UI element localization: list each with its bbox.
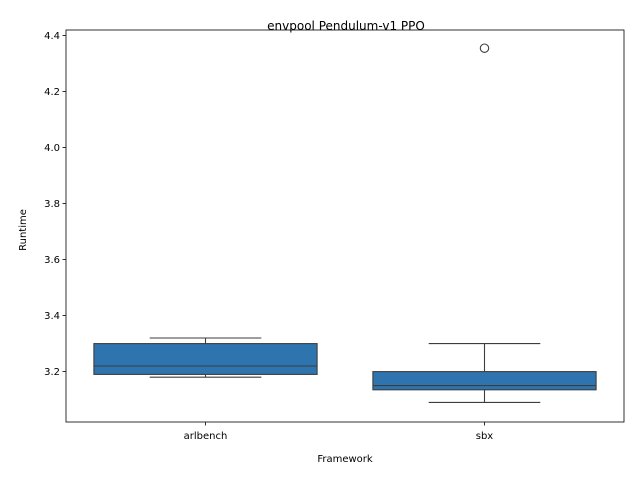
x-axis: arlbench sbx xyxy=(184,422,494,442)
box-sbx xyxy=(372,43,597,403)
y-tick-label: 3.8 xyxy=(44,199,60,210)
y-tick-label: 3.2 xyxy=(44,367,60,378)
y-axis-label: Runtime xyxy=(18,209,29,251)
box-iqr xyxy=(93,343,318,375)
outlier-point xyxy=(479,43,490,53)
y-tick-label: 3.6 xyxy=(44,255,60,266)
chart-title: envpool Pendulum-v1 PPO xyxy=(267,19,425,33)
x-axis-label: Framework xyxy=(317,454,373,465)
box-arlbench xyxy=(93,337,318,378)
y-tick-label: 3.4 xyxy=(44,311,60,322)
y-axis: 3.2 3.4 3.6 3.8 4.0 4.2 4.4 xyxy=(44,31,66,378)
y-tick-label: 4.2 xyxy=(44,87,60,98)
plot-frame xyxy=(65,29,625,423)
y-tick-label: 4.4 xyxy=(44,31,60,42)
box-iqr xyxy=(372,371,597,391)
y-tick-label: 4.0 xyxy=(44,143,60,154)
x-tick-label: sbx xyxy=(476,431,494,442)
x-tick-label: arlbench xyxy=(184,431,228,442)
plot-area xyxy=(93,43,597,403)
